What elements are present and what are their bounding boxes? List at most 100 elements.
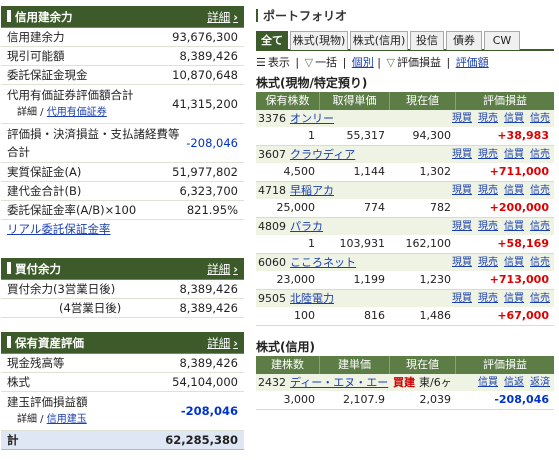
real-deposit-ratio-link[interactable]: リアル委託保証金率 (7, 222, 111, 236)
price-cell: 1,486 (419, 309, 452, 322)
action-link-0[interactable]: 現買 (452, 293, 472, 304)
title-bar-icon (256, 9, 258, 22)
individual-link[interactable]: 個別 (351, 56, 374, 69)
stock-code: 4718 (258, 184, 286, 197)
price-cell: 94,300 (412, 129, 452, 142)
pl-cell: +711,000 (489, 165, 549, 178)
action-link-0[interactable]: 現買 (452, 221, 472, 232)
action-link-0[interactable]: 現買 (452, 257, 472, 268)
tab-cw[interactable]: CW (484, 31, 520, 50)
price-cell: 2,039 (419, 393, 452, 406)
stock-name-link[interactable]: パラカ (290, 220, 323, 233)
action-link-2[interactable]: 信買 (504, 293, 524, 304)
stock-name-link[interactable]: ディー・エヌ・エー (290, 376, 389, 389)
row-deposit-cash: 委託保証金現金 10,870,648 (1, 66, 244, 85)
stock-values-line: 4,500 1,144 1,302 +711,000 (256, 163, 554, 181)
action-link-1[interactable]: 現売 (478, 149, 498, 160)
credit-margin-detail-link[interactable]: 詳細 › (207, 10, 238, 24)
margin-section-title: 株式(信用) (256, 340, 315, 354)
action-link-1[interactable]: 現売 (478, 185, 498, 196)
margin-stock-list: 2432 ディー・エヌ・エー 買建 東/6ヶ 信買 信返 返済 3,000 2,107.9 2,0… (256, 374, 554, 410)
tab-funds[interactable]: 投信 (410, 31, 444, 50)
tab-all[interactable]: 全て (256, 31, 288, 50)
header-marker-icon (7, 262, 11, 274)
row-position-total: 建代金合計(B) 6,323,700 (1, 182, 244, 201)
eval-amount-link[interactable]: 評価額 (455, 56, 489, 69)
row-position-pl: 建玉評価損益額 詳細 / 信用建玉 -208,046 (1, 392, 244, 431)
stock-actions: 現買 現売 信買 信売 (446, 146, 550, 163)
chevron-right-icon: › (233, 10, 238, 24)
action-link-2[interactable]: 信買 (504, 257, 524, 268)
stock-row: 4809 パラカ 現買 現売 信買 信売 1 103,931 162,100 +58,169 (256, 218, 554, 254)
stock-code: 6060 (258, 256, 286, 269)
stock-values-line: 100 816 1,486 +67,000 (256, 307, 554, 325)
tab-bonds[interactable]: 債券 (446, 31, 482, 50)
row-cash-balance: 現金残高等 8,389,426 (1, 354, 244, 373)
buying-power-header: 買付余力 詳細 › (1, 258, 244, 280)
stock-name-link[interactable]: こころネット (290, 256, 356, 269)
action-link-0[interactable]: 現買 (452, 185, 472, 196)
price-cell: 162,100 (405, 237, 452, 250)
action-link-1[interactable]: 現売 (478, 113, 498, 124)
tab-stock-cash[interactable]: 株式(現物) (290, 31, 348, 50)
margin-positions-link[interactable]: 信用建玉 (46, 414, 87, 425)
pl-cell: +38,983 (497, 129, 549, 142)
action-link-1[interactable]: 現売 (478, 293, 498, 304)
qty-cell: 1 (308, 129, 315, 142)
stock-actions: 現買 現売 信買 信売 (446, 182, 550, 199)
stock-name-link[interactable]: 早稲アカ (290, 184, 334, 197)
stock-values-line: 1 55,317 94,300 +38,983 (256, 127, 554, 145)
stock-title-line: 9505 北陸電力 現買 現売 信買 信売 (256, 290, 554, 307)
action-link-3[interactable]: 信売 (530, 185, 550, 196)
stock-name-link[interactable]: クラウディア (290, 148, 356, 161)
stock-row: 4718 早稲アカ 現買 現売 信買 信売 25,000 774 782 +200,000 (256, 182, 554, 218)
stock-code: 9505 (258, 292, 286, 305)
action-link-2[interactable]: 信買 (504, 149, 524, 160)
stock-actions: 現買 現売 信買 信売 (446, 290, 550, 307)
cost-cell: 55,317 (346, 129, 386, 142)
action-link-0[interactable]: 現買 (452, 113, 472, 124)
position-type: 買建 (393, 376, 415, 389)
stock-actions: 信買 信返 返済 (472, 374, 550, 391)
action-link-3[interactable]: 信売 (530, 113, 550, 124)
row-deposit-ratio: 委託保証金率(A/B)×100 821.95% (1, 201, 244, 220)
stock-code: 3607 (258, 148, 286, 161)
action-link-3[interactable]: 信売 (530, 221, 550, 232)
action-link-1[interactable]: 現売 (478, 221, 498, 232)
qty-cell: 23,000 (276, 273, 316, 286)
action-link-0[interactable]: 信買 (478, 377, 498, 388)
pl-cell: -208,046 (494, 393, 549, 406)
row-stocks: 株式 54,104,000 (1, 373, 244, 392)
collateral-securities-link[interactable]: 代用有価証券 (46, 107, 107, 118)
portfolio-title: ポートフォリオ (256, 7, 554, 27)
stock-row: 3607 クラウディア 現買 現売 信買 信売 4,500 1,144 1,302 +711,00… (256, 146, 554, 182)
eval-pl-toggle[interactable]: 評価損益 (396, 56, 441, 69)
stock-row: 6060 こころネット 現買 現売 信買 信売 23,000 1,199 1,230 +713,0… (256, 254, 554, 290)
action-link-2[interactable]: 信買 (504, 113, 524, 124)
action-link-2[interactable]: 信買 (504, 185, 524, 196)
row-effective-deposit: 実質保証金(A) 51,977,802 (1, 163, 244, 182)
cost-cell: 816 (364, 309, 385, 322)
row-withdrawable: 現引可能額 8,389,426 (1, 47, 244, 66)
buying-power-detail-link[interactable]: 詳細 › (207, 262, 238, 276)
bulk-toggle[interactable]: 一括 (315, 56, 338, 69)
credit-margin-header: 信用建余力 詳細 › (1, 6, 244, 28)
stock-name-link[interactable]: オンリー (290, 112, 334, 125)
action-link-3[interactable]: 信売 (530, 257, 550, 268)
action-link-0[interactable]: 現買 (452, 149, 472, 160)
action-link-2[interactable]: 返済 (530, 377, 550, 388)
action-link-2[interactable]: 信買 (504, 221, 524, 232)
stock-title-line: 3376 オンリー 現買 現売 信買 信売 (256, 110, 554, 127)
action-link-1[interactable]: 信返 (504, 377, 524, 388)
portfolio-tabs: 全て 株式(現物) 株式(信用) 投信 債券 CW (256, 31, 554, 51)
action-link-1[interactable]: 現売 (478, 257, 498, 268)
stock-actions: 現買 現売 信買 信売 (446, 110, 550, 127)
action-link-3[interactable]: 信売 (530, 293, 550, 304)
stock-actions: 現買 現売 信買 信売 (446, 218, 550, 235)
stock-name-link[interactable]: 北陸電力 (290, 292, 334, 305)
tab-stock-margin[interactable]: 株式(信用) (350, 31, 408, 50)
assets-detail-link[interactable]: 詳細 › (207, 336, 238, 350)
pl-cell: +67,000 (497, 309, 549, 322)
action-link-3[interactable]: 信売 (530, 149, 550, 160)
qty-cell: 4,500 (283, 165, 316, 178)
